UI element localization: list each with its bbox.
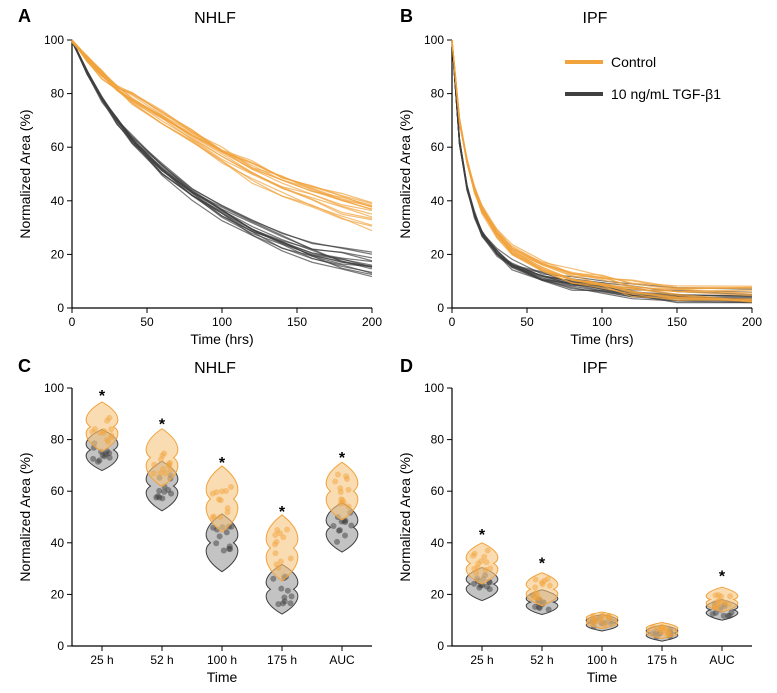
svg-text:100 h: 100 h [207,653,237,667]
svg-text:150: 150 [287,315,307,329]
svg-text:100: 100 [44,381,64,395]
svg-text:0: 0 [449,315,456,329]
svg-text:*: * [219,455,226,472]
svg-text:52 h: 52 h [150,653,173,667]
svg-text:60: 60 [51,140,65,154]
svg-text:100: 100 [592,315,612,329]
svg-text:0: 0 [69,315,76,329]
svg-text:0: 0 [437,301,444,315]
svg-text:100: 100 [424,33,444,47]
svg-text:AUC: AUC [329,653,355,667]
svg-text:10 ng/mL TGF-β1: 10 ng/mL TGF-β1 [611,86,721,102]
svg-text:20: 20 [431,247,445,261]
svg-text:0: 0 [57,639,64,653]
svg-text:20: 20 [51,247,65,261]
svg-text:20: 20 [431,587,445,601]
svg-text:*: * [539,556,546,573]
svg-text:50: 50 [520,315,534,329]
svg-text:Normalized Area (%): Normalized Area (%) [397,109,413,238]
svg-text:100 h: 100 h [587,653,617,667]
svg-text:80: 80 [51,87,65,101]
svg-text:200: 200 [742,315,762,329]
svg-text:150: 150 [667,315,687,329]
svg-text:80: 80 [431,433,445,447]
svg-text:20: 20 [51,587,65,601]
svg-text:40: 40 [51,536,65,550]
svg-text:*: * [159,416,166,433]
svg-text:175 h: 175 h [647,653,677,667]
svg-text:175 h: 175 h [267,653,297,667]
svg-text:100: 100 [212,315,232,329]
svg-text:Normalized Area (%): Normalized Area (%) [397,452,413,581]
svg-text:25 h: 25 h [470,653,493,667]
svg-text:60: 60 [51,484,65,498]
svg-text:100: 100 [424,381,444,395]
svg-text:40: 40 [431,194,445,208]
svg-text:40: 40 [431,536,445,550]
svg-text:0: 0 [437,639,444,653]
svg-text:Time: Time [207,669,238,685]
svg-text:100: 100 [44,33,64,47]
svg-text:*: * [99,388,106,405]
svg-text:Control: Control [611,54,656,70]
svg-text:Time (hrs): Time (hrs) [190,331,253,347]
svg-text:60: 60 [431,140,445,154]
svg-text:*: * [339,450,346,467]
svg-text:0: 0 [57,301,64,315]
figure-root: { "dimensions": {"width": 777, "height":… [0,0,777,693]
figure-svg: 0 20 40 60 80 100 Normalized Area (%) 0 50 100 150… [0,0,777,693]
svg-text:Time: Time [587,669,618,685]
svg-text:80: 80 [431,87,445,101]
svg-text:52 h: 52 h [530,653,553,667]
svg-text:25 h: 25 h [90,653,113,667]
svg-text:200: 200 [362,315,382,329]
svg-text:80: 80 [51,433,65,447]
svg-text:60: 60 [431,484,445,498]
svg-text:50: 50 [140,315,154,329]
svg-text:40: 40 [51,194,65,208]
svg-text:*: * [279,504,286,521]
svg-text:*: * [479,527,486,544]
svg-text:Normalized Area (%): Normalized Area (%) [17,109,33,238]
svg-text:AUC: AUC [709,653,735,667]
svg-text:Time (hrs): Time (hrs) [570,331,633,347]
svg-text:*: * [719,569,726,586]
svg-text:Normalized Area (%): Normalized Area (%) [17,452,33,581]
